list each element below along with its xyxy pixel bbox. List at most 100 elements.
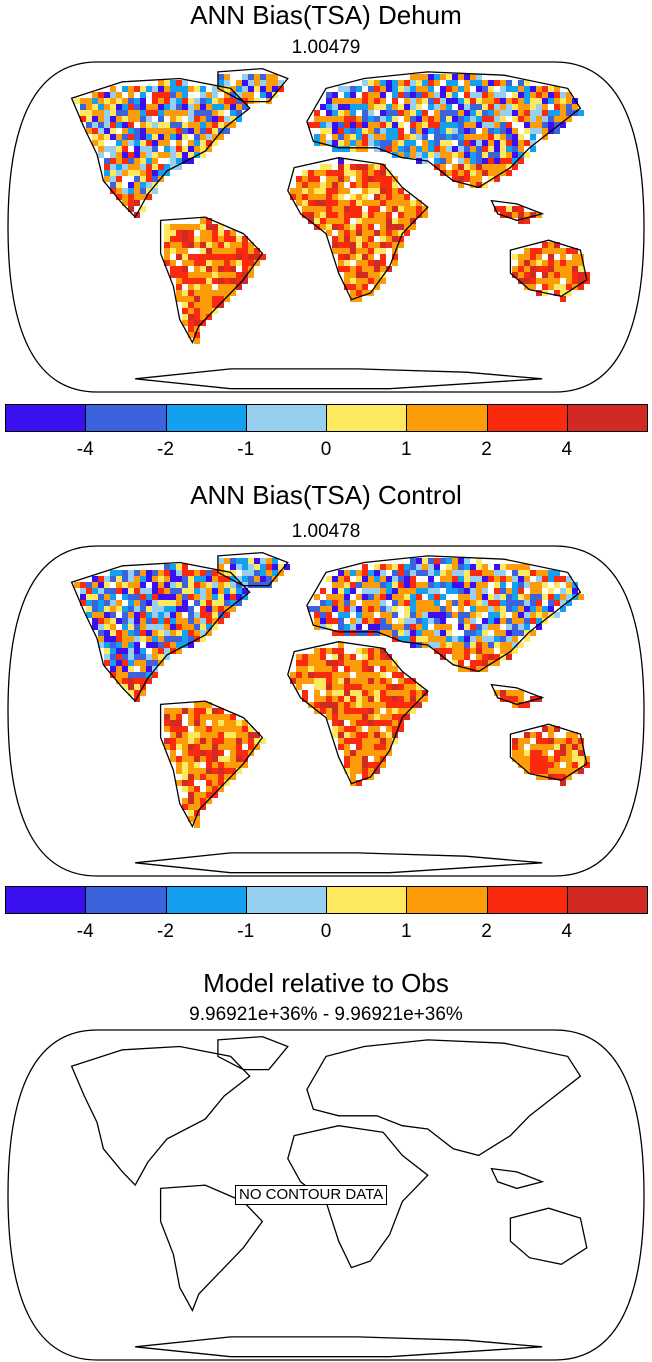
bias-cell	[548, 732, 554, 738]
bias-cell	[398, 672, 404, 678]
bias-cell	[422, 122, 428, 128]
map-frame	[7, 1029, 645, 1361]
bias-cell	[350, 684, 356, 690]
bias-cell	[356, 248, 362, 254]
bias-cell	[236, 260, 242, 266]
bias-cell	[122, 678, 128, 684]
bias-cell	[176, 92, 182, 98]
bias-cell	[224, 600, 230, 606]
bias-cell	[170, 594, 176, 600]
bias-cell	[476, 116, 482, 122]
bias-cell	[302, 182, 308, 188]
bias-cell	[398, 636, 404, 642]
bias-cell	[362, 576, 368, 582]
bias-cell	[356, 200, 362, 206]
bias-cell	[200, 146, 206, 152]
bias-cell	[368, 236, 374, 242]
bias-cell	[194, 756, 200, 762]
bias-cell	[518, 146, 524, 152]
bias-cell	[386, 624, 392, 630]
bias-cell	[182, 86, 188, 92]
bias-cell	[470, 110, 476, 116]
bias-cell	[356, 206, 362, 212]
bias-cell	[374, 80, 380, 86]
bias-cell	[128, 152, 134, 158]
bias-cell	[518, 278, 524, 284]
bias-cell	[176, 122, 182, 128]
bias-cell	[434, 140, 440, 146]
bias-cell	[170, 230, 176, 236]
bias-cell	[302, 660, 308, 666]
bias-cell	[398, 684, 404, 690]
bias-cell	[182, 296, 188, 302]
bias-cell	[176, 642, 182, 648]
bias-cell	[428, 80, 434, 86]
bias-cell	[422, 92, 428, 98]
bias-cell	[380, 744, 386, 750]
bias-cell	[506, 624, 512, 630]
bias-cell	[470, 122, 476, 128]
bias-cell	[482, 570, 488, 576]
bias-cell	[374, 218, 380, 224]
bias-cell	[332, 648, 338, 654]
bias-cell	[146, 612, 152, 618]
bias-cell	[554, 104, 560, 110]
bias-cell	[176, 714, 182, 720]
bias-cell	[230, 230, 236, 236]
bias-cell	[176, 284, 182, 290]
bias-cell	[140, 104, 146, 110]
bias-cell	[452, 600, 458, 606]
bias-cell	[314, 176, 320, 182]
bias-cell	[350, 654, 356, 660]
bias-cell	[314, 122, 320, 128]
bias-cell	[392, 254, 398, 260]
bias-cell	[362, 242, 368, 248]
bias-cell	[470, 606, 476, 612]
bias-cell	[98, 618, 104, 624]
bias-cell	[500, 110, 506, 116]
bias-cell	[272, 570, 278, 576]
bias-cell	[218, 74, 224, 80]
colorbar-segment	[566, 404, 648, 432]
bias-cell	[164, 708, 170, 714]
bias-cell	[170, 134, 176, 140]
bias-cell	[404, 98, 410, 104]
bias-cell	[494, 92, 500, 98]
bias-cell	[536, 260, 542, 266]
bias-cell	[122, 164, 128, 170]
bias-cell	[194, 624, 200, 630]
bias-cell	[194, 588, 200, 594]
bias-cell	[242, 570, 248, 576]
bias-cell	[218, 134, 224, 140]
bias-cell	[500, 140, 506, 146]
bias-cell	[182, 320, 188, 326]
bias-cell	[470, 588, 476, 594]
bias-cell	[218, 296, 224, 302]
bias-cell	[362, 696, 368, 702]
bias-cell	[428, 86, 434, 92]
bias-cell	[458, 170, 464, 176]
bias-cell	[560, 110, 566, 116]
bias-cell	[500, 588, 506, 594]
bias-cell	[464, 594, 470, 600]
bias-cell	[332, 134, 338, 140]
bias-cell	[158, 80, 164, 86]
bias-cell	[212, 744, 218, 750]
bias-cell	[368, 116, 374, 122]
bias-cell	[362, 146, 368, 152]
bias-cell	[464, 140, 470, 146]
bias-cell	[428, 618, 434, 624]
bias-cell	[374, 588, 380, 594]
bias-cell	[104, 600, 110, 606]
bias-cell	[134, 648, 140, 654]
bias-cell	[554, 744, 560, 750]
bias-cell	[452, 152, 458, 158]
bias-cell	[350, 146, 356, 152]
bias-cell	[128, 122, 134, 128]
bias-cell	[104, 582, 110, 588]
bias-cell	[206, 284, 212, 290]
bias-cell	[506, 158, 512, 164]
bias-cell	[116, 660, 122, 666]
bias-cell	[200, 594, 206, 600]
bias-cell	[554, 128, 560, 134]
